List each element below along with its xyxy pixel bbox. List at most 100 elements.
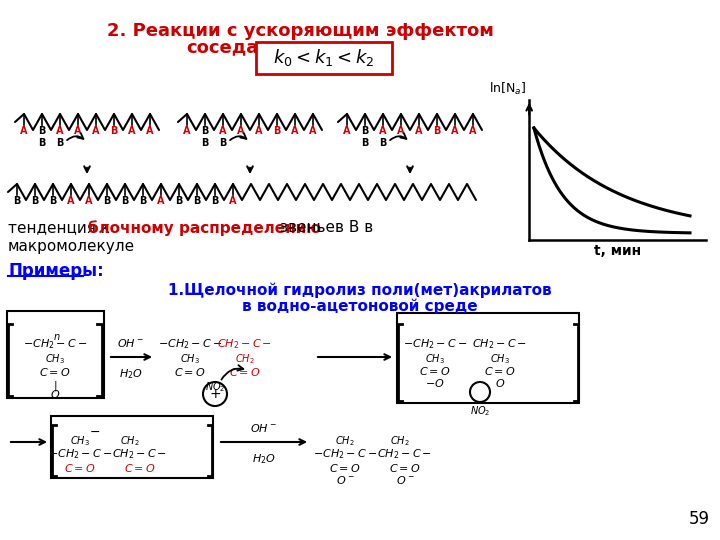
Text: $C=O$: $C=O$: [124, 462, 156, 474]
Text: A: A: [415, 126, 423, 136]
Text: B: B: [110, 126, 117, 136]
Text: $CH_2-\underset{}{C}-$: $CH_2-\underset{}{C}-$: [217, 337, 273, 350]
Text: B: B: [379, 138, 387, 148]
Text: $C=O$: $C=O$: [229, 366, 261, 378]
Text: макромолекуле: макромолекуле: [8, 239, 135, 254]
Text: A: A: [379, 126, 387, 136]
Text: A: A: [56, 126, 64, 136]
Text: B: B: [433, 126, 441, 136]
Text: B: B: [121, 196, 129, 206]
Text: A: A: [397, 126, 405, 136]
Text: $OH^-$: $OH^-$: [117, 337, 145, 349]
Text: A: A: [256, 126, 263, 136]
Text: $NO_2$: $NO_2$: [469, 404, 490, 418]
Y-axis label: ln[N$_a$]: ln[N$_a$]: [489, 81, 526, 97]
Text: в водно-ацетоновой среде: в водно-ацетоновой среде: [242, 299, 478, 314]
Text: B: B: [211, 196, 219, 206]
Text: B: B: [38, 138, 45, 148]
Text: B: B: [56, 138, 63, 148]
Text: B: B: [220, 138, 227, 148]
Text: A: A: [220, 126, 227, 136]
Text: $CH_2-C-$: $CH_2-C-$: [472, 337, 528, 351]
Text: $C=O$: $C=O$: [174, 366, 206, 378]
Text: B: B: [193, 196, 201, 206]
Text: $O$: $O$: [50, 388, 60, 400]
Text: A: A: [20, 126, 28, 136]
Text: $C=O$: $C=O$: [484, 365, 516, 377]
Text: A: A: [469, 126, 477, 136]
Text: $-CH_2-\underset{}{C}-$: $-CH_2-\underset{}{C}-$: [158, 337, 222, 350]
Text: B: B: [202, 126, 209, 136]
Text: A: A: [157, 196, 165, 206]
Text: 59: 59: [689, 510, 710, 528]
Text: A: A: [292, 126, 299, 136]
FancyBboxPatch shape: [397, 313, 579, 403]
Text: B: B: [13, 196, 21, 206]
Text: B: B: [38, 126, 45, 136]
Text: B: B: [31, 196, 39, 206]
FancyBboxPatch shape: [7, 311, 104, 398]
Text: $O^-$: $O^-$: [396, 474, 414, 486]
Text: $CH_2-C-$: $CH_2-C-$: [112, 447, 168, 461]
Text: блочному распределению: блочному распределению: [88, 220, 321, 236]
Text: $CH_3$: $CH_3$: [45, 352, 65, 366]
Text: B: B: [139, 196, 147, 206]
Text: $-CH_2-C-$: $-CH_2-C-$: [48, 447, 112, 461]
Text: A: A: [310, 126, 317, 136]
Text: $NO_2$: $NO_2$: [204, 380, 225, 394]
FancyBboxPatch shape: [256, 42, 392, 74]
Text: $-CH_2-\underset{}{C}-$: $-CH_2-\underset{}{C}-$: [23, 337, 87, 350]
Text: $C=O$: $C=O$: [389, 462, 421, 474]
Text: B: B: [103, 196, 111, 206]
Text: $C=O$: $C=O$: [419, 365, 451, 377]
Text: A: A: [74, 126, 82, 136]
Text: $C=O$: $C=O$: [39, 366, 71, 378]
Text: +: +: [210, 387, 221, 401]
Text: звеньев B в: звеньев B в: [275, 220, 373, 235]
Text: $-CH_2-C-$: $-CH_2-C-$: [312, 447, 377, 461]
Text: $CH_2$: $CH_2$: [235, 352, 255, 366]
FancyBboxPatch shape: [51, 416, 213, 478]
Text: A: A: [67, 196, 75, 206]
Text: $C=O$: $C=O$: [64, 462, 96, 474]
Text: Примеры:: Примеры:: [8, 262, 104, 280]
Text: $CH_3$: $CH_3$: [70, 434, 90, 448]
Text: B: B: [202, 138, 209, 148]
Text: $CH_2$: $CH_2$: [120, 434, 140, 448]
Text: A: A: [146, 126, 154, 136]
Text: 1.Щелочной гидролиз поли(мет)акрилатов: 1.Щелочной гидролиз поли(мет)акрилатов: [168, 282, 552, 298]
Text: 2. Реакции с ускоряющим эффектом: 2. Реакции с ускоряющим эффектом: [107, 22, 493, 40]
Text: A: A: [128, 126, 136, 136]
Text: A: A: [229, 196, 237, 206]
Text: $CH_3$: $CH_3$: [180, 352, 200, 366]
Text: $CH_2-C-$: $CH_2-C-$: [377, 447, 433, 461]
Text: B: B: [361, 126, 369, 136]
Text: $n$: $n$: [53, 332, 60, 342]
Text: $|$: $|$: [53, 379, 57, 393]
Text: A: A: [85, 196, 93, 206]
Text: B: B: [175, 196, 183, 206]
Text: $H_2O$: $H_2O$: [119, 367, 143, 381]
Text: $-$: $-$: [89, 425, 101, 438]
Text: $C=O$: $C=O$: [329, 462, 361, 474]
Text: A: A: [451, 126, 459, 136]
Text: соседа: соседа: [186, 38, 258, 56]
Text: $CH_3$: $CH_3$: [425, 352, 445, 366]
Text: тенденция к: тенденция к: [8, 220, 115, 235]
Text: $-CH_2-C-$: $-CH_2-C-$: [402, 337, 467, 351]
Text: $CH_2$: $CH_2$: [390, 434, 410, 448]
Text: B: B: [274, 126, 281, 136]
Text: A: A: [343, 126, 351, 136]
Text: $CH_3$: $CH_3$: [490, 352, 510, 366]
Text: B: B: [361, 138, 369, 148]
Text: $CH_2$: $CH_2$: [335, 434, 355, 448]
Text: B: B: [49, 196, 57, 206]
Text: $O$: $O$: [495, 377, 505, 389]
Text: $OH^-$: $OH^-$: [251, 422, 277, 434]
X-axis label: t, мин: t, мин: [594, 245, 641, 259]
Text: A: A: [238, 126, 245, 136]
Text: $-O$: $-O$: [426, 377, 445, 389]
Text: $k_0 < k_1 < k_2$: $k_0 < k_1 < k_2$: [274, 48, 374, 69]
Text: $O^-$: $O^-$: [336, 474, 354, 486]
Text: A: A: [92, 126, 100, 136]
